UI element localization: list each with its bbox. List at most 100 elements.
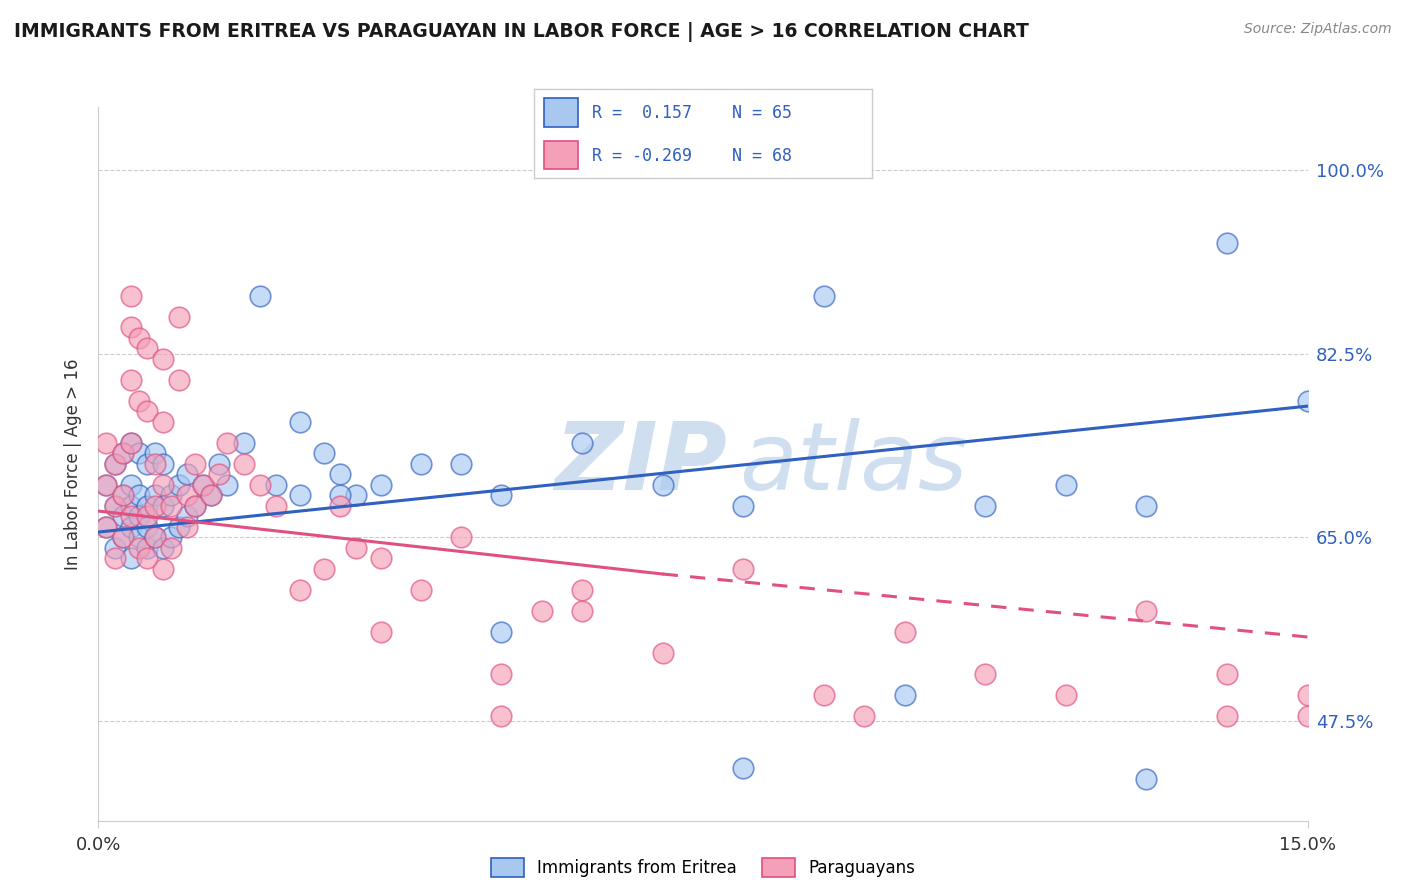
Point xyxy=(853,708,876,723)
Point xyxy=(571,435,593,450)
Point xyxy=(208,457,231,471)
Point xyxy=(152,562,174,576)
Point xyxy=(167,310,190,324)
Point xyxy=(135,541,157,555)
Point xyxy=(167,520,190,534)
Point xyxy=(135,520,157,534)
Text: Source: ZipAtlas.com: Source: ZipAtlas.com xyxy=(1244,22,1392,37)
Point xyxy=(288,582,311,597)
Point xyxy=(152,415,174,429)
Point xyxy=(571,604,593,618)
Point xyxy=(450,457,472,471)
Point xyxy=(176,509,198,524)
Point xyxy=(111,446,134,460)
Point xyxy=(152,541,174,555)
Point xyxy=(143,488,166,502)
Point xyxy=(120,289,142,303)
Point xyxy=(1296,688,1319,702)
Point xyxy=(96,478,118,492)
Point xyxy=(200,488,222,502)
Point xyxy=(128,488,150,502)
Point xyxy=(249,478,271,492)
Point xyxy=(1216,666,1239,681)
Point xyxy=(152,478,174,492)
Point xyxy=(651,478,673,492)
Point xyxy=(1054,478,1077,492)
Point xyxy=(160,488,183,502)
Point xyxy=(288,488,311,502)
Point xyxy=(370,624,392,639)
Point xyxy=(176,488,198,502)
Point xyxy=(120,435,142,450)
Point xyxy=(111,488,134,502)
Point xyxy=(152,499,174,513)
Point xyxy=(160,499,183,513)
Point xyxy=(103,457,125,471)
Point xyxy=(128,446,150,460)
Point xyxy=(128,393,150,408)
Point xyxy=(111,530,134,544)
Point xyxy=(571,582,593,597)
Point xyxy=(96,520,118,534)
Y-axis label: In Labor Force | Age > 16: In Labor Force | Age > 16 xyxy=(65,358,83,570)
Point xyxy=(103,499,125,513)
Point xyxy=(813,688,835,702)
Point xyxy=(264,478,287,492)
Point xyxy=(733,761,755,775)
Point xyxy=(143,446,166,460)
Point xyxy=(974,499,997,513)
Point xyxy=(314,562,336,576)
FancyBboxPatch shape xyxy=(544,141,578,169)
Point xyxy=(193,478,215,492)
Point xyxy=(314,446,336,460)
Point xyxy=(96,478,118,492)
Point xyxy=(143,530,166,544)
Point xyxy=(111,530,134,544)
Point xyxy=(893,688,915,702)
Point xyxy=(120,435,142,450)
Point xyxy=(128,541,150,555)
Point xyxy=(135,342,157,356)
Point xyxy=(329,467,352,482)
Point xyxy=(152,457,174,471)
Point xyxy=(176,520,198,534)
Point xyxy=(135,551,157,566)
Point xyxy=(288,415,311,429)
Point xyxy=(167,373,190,387)
Point xyxy=(217,478,239,492)
Point xyxy=(409,582,432,597)
Point xyxy=(128,331,150,345)
Point xyxy=(450,530,472,544)
Point xyxy=(120,551,142,566)
Point xyxy=(329,499,352,513)
Point xyxy=(193,478,215,492)
Text: ZIP: ZIP xyxy=(554,417,727,510)
Point xyxy=(813,289,835,303)
Point xyxy=(1135,499,1157,513)
Point xyxy=(103,457,125,471)
Point xyxy=(135,457,157,471)
Point xyxy=(135,509,157,524)
Point xyxy=(1054,688,1077,702)
Point xyxy=(96,435,118,450)
Point xyxy=(120,520,142,534)
Point xyxy=(370,478,392,492)
Point xyxy=(135,499,157,513)
Point xyxy=(1216,236,1239,251)
Point xyxy=(184,499,207,513)
Point xyxy=(111,446,134,460)
Point xyxy=(1296,708,1319,723)
Point xyxy=(1135,772,1157,786)
Point xyxy=(103,541,125,555)
Point xyxy=(217,435,239,450)
FancyBboxPatch shape xyxy=(544,98,578,127)
Point xyxy=(264,499,287,513)
Point xyxy=(111,509,134,524)
Point xyxy=(184,499,207,513)
Point xyxy=(200,488,222,502)
Point xyxy=(409,457,432,471)
Point xyxy=(733,499,755,513)
Point xyxy=(232,457,254,471)
Point xyxy=(120,320,142,334)
Text: R = -0.269    N = 68: R = -0.269 N = 68 xyxy=(592,147,792,165)
